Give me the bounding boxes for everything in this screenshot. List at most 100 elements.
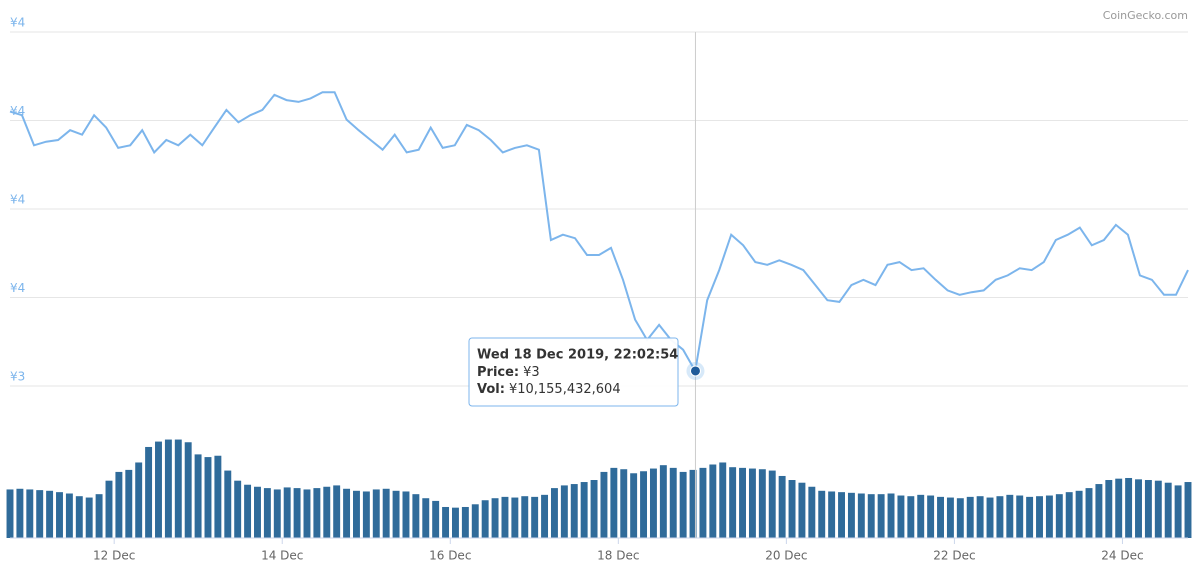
volume-bar xyxy=(927,495,935,538)
hover-point xyxy=(689,365,701,377)
volume-bar xyxy=(739,467,747,538)
volume-bar xyxy=(392,490,400,538)
volume-bar xyxy=(798,482,806,538)
price-line xyxy=(9,91,1189,374)
volume-bar xyxy=(640,471,648,538)
volume-bar xyxy=(1055,494,1063,538)
price-label: Price: xyxy=(477,365,519,380)
volume-bar xyxy=(382,488,390,538)
volume-bar xyxy=(46,490,54,538)
volume-bar xyxy=(1026,496,1034,538)
volume-bar xyxy=(828,491,836,538)
volume-bar xyxy=(669,467,677,538)
volume-bar xyxy=(372,489,380,538)
volume-bar xyxy=(847,492,855,538)
volume-bar xyxy=(412,494,420,538)
volume-bar xyxy=(996,496,1004,538)
volume-bar xyxy=(1164,482,1172,538)
tooltip: Wed 18 Dec 2019, 22:02:54 Price: ¥3 Vol: ¥10… xyxy=(468,337,679,407)
volume-bar xyxy=(194,454,202,538)
volume-bar xyxy=(214,455,222,538)
brand: CoinGecko.com xyxy=(1103,9,1188,22)
volume-bar xyxy=(531,496,539,538)
volume-bar xyxy=(1144,480,1152,538)
volume-bar xyxy=(155,441,162,538)
volume-bar xyxy=(343,488,351,538)
volume-bar xyxy=(838,492,845,538)
volume-bar xyxy=(600,471,608,538)
volume-bar xyxy=(145,446,153,538)
volume-bar xyxy=(630,473,638,538)
volume-bar xyxy=(550,488,558,538)
volume-bar xyxy=(471,504,479,538)
x-tick-label: 16 Dec xyxy=(429,549,471,563)
volume-bar xyxy=(946,497,954,538)
price-row: Price: ¥3 xyxy=(477,365,540,380)
volume-bar xyxy=(263,488,271,538)
volume-bar xyxy=(85,497,93,538)
volume-bar xyxy=(273,489,281,538)
vol-row: Vol: ¥10,155,432,604 xyxy=(477,382,621,397)
x-tick-label: 12 Dec xyxy=(93,549,135,563)
tooltip-box xyxy=(468,337,679,407)
volume-bar xyxy=(1135,479,1142,538)
vol-value: ¥10,155,432,604 xyxy=(509,382,621,397)
volume-bar xyxy=(442,506,450,538)
volume-bar xyxy=(244,484,252,538)
volume-bar xyxy=(966,496,974,538)
volume-bar xyxy=(857,493,865,538)
volume-bar xyxy=(422,498,430,538)
volume-bar xyxy=(26,489,34,538)
volume-bar xyxy=(115,471,123,538)
volume-bar xyxy=(976,496,984,538)
volume-bar xyxy=(313,488,321,538)
volume-bar xyxy=(6,489,14,538)
volume-bar xyxy=(1045,495,1053,538)
price-value: ¥3 xyxy=(523,365,540,380)
tooltip-date: Wed 18 Dec 2019, 22:02:54 xyxy=(477,348,678,363)
volume-bar xyxy=(679,471,687,538)
volume-bar xyxy=(758,469,766,538)
x-tick-label: 24 Dec xyxy=(1101,549,1143,563)
volume-bar xyxy=(184,442,192,538)
volume-bar xyxy=(521,496,529,538)
volume-bar xyxy=(323,486,331,538)
vol-label: Vol: xyxy=(477,382,505,397)
volume-bar xyxy=(897,495,905,538)
volume-bar xyxy=(174,439,182,538)
volume-bar xyxy=(590,480,598,538)
volume-bar xyxy=(709,464,717,538)
volume-bar xyxy=(907,496,915,538)
volume-bar xyxy=(986,497,994,538)
volume-bar xyxy=(768,470,776,538)
volume-bar xyxy=(432,500,440,538)
volume-bar xyxy=(748,468,756,538)
volume-bar xyxy=(699,467,707,538)
y-tick-label: ¥4 xyxy=(10,281,25,295)
volume-bar xyxy=(511,497,519,538)
volume-bar xyxy=(719,462,727,538)
volume-bar xyxy=(917,494,925,538)
x-tick-label: 22 Dec xyxy=(933,549,975,563)
y-tick-label: ¥3 xyxy=(10,370,25,384)
volume-bar xyxy=(56,492,63,538)
volume-bar xyxy=(689,469,697,538)
volume-bar xyxy=(303,489,311,538)
volume-bar xyxy=(1085,488,1093,538)
volume-bar xyxy=(541,494,549,538)
volume-bar xyxy=(164,439,172,538)
y-tick-label: ¥4 xyxy=(10,16,25,30)
volume-bar xyxy=(1174,485,1182,538)
volume-bar xyxy=(402,491,410,538)
volume-bar xyxy=(135,462,143,538)
volume-bar xyxy=(788,480,796,538)
x-tick-label: 20 Dec xyxy=(765,549,807,563)
volume-bar xyxy=(649,468,657,538)
volume-bar xyxy=(254,486,261,538)
volume-bar xyxy=(1154,480,1162,538)
volume-bar xyxy=(451,507,459,538)
volume-bar xyxy=(283,487,291,538)
volume-bar xyxy=(877,494,885,538)
